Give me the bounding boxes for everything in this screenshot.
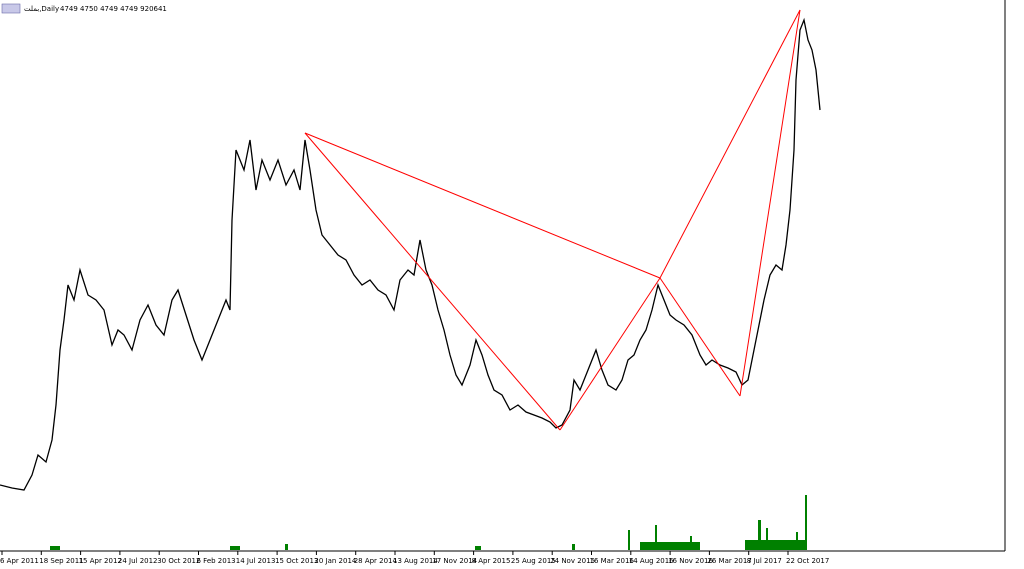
time-label: 22 Oct 2017 <box>786 557 829 565</box>
time-label: 14 Jul 2013 <box>236 557 276 565</box>
time-label: 14 Aug 2016 <box>629 557 674 565</box>
time-label: 15 Oct 2013 <box>275 557 318 565</box>
time-label: 16 Nov 2016 <box>668 557 713 565</box>
time-label: 13 Aug 2014 <box>393 557 438 565</box>
time-label: 26 Mar 2017 <box>707 557 751 565</box>
time-label: 15 Apr 2012 <box>79 557 122 565</box>
time-label: 18 Sep 2011 <box>39 557 83 565</box>
price-series <box>0 17 821 491</box>
harmonic-pattern <box>304 9 801 431</box>
symbol-icon <box>1 3 21 14</box>
quote: 4749 4750 4749 4749 920641 <box>60 5 167 13</box>
time-label: 25 Aug 2015 <box>511 557 556 565</box>
volume-bars <box>50 495 807 550</box>
time-label: 6 Apr 2011 <box>0 557 39 565</box>
time-label: 30 Oct 2012 <box>157 557 200 565</box>
time-label: 16 Mar 2016 <box>590 557 635 565</box>
time-label: 24 Nov 2015 <box>550 557 595 565</box>
time-label: 28 Apr 2014 <box>354 557 398 565</box>
time-label: 17 Nov 2014 <box>432 557 477 565</box>
time-label: 24 Jul 2012 <box>118 557 158 565</box>
time-label: 8 Apr 2015 <box>472 557 511 565</box>
time-label: 20 Jan 2014 <box>314 557 357 565</box>
symbol: بملت,Daily <box>24 5 59 13</box>
time-label: 6 Feb 2013 <box>197 557 236 565</box>
time-label: 8 Jul 2017 <box>747 557 782 565</box>
